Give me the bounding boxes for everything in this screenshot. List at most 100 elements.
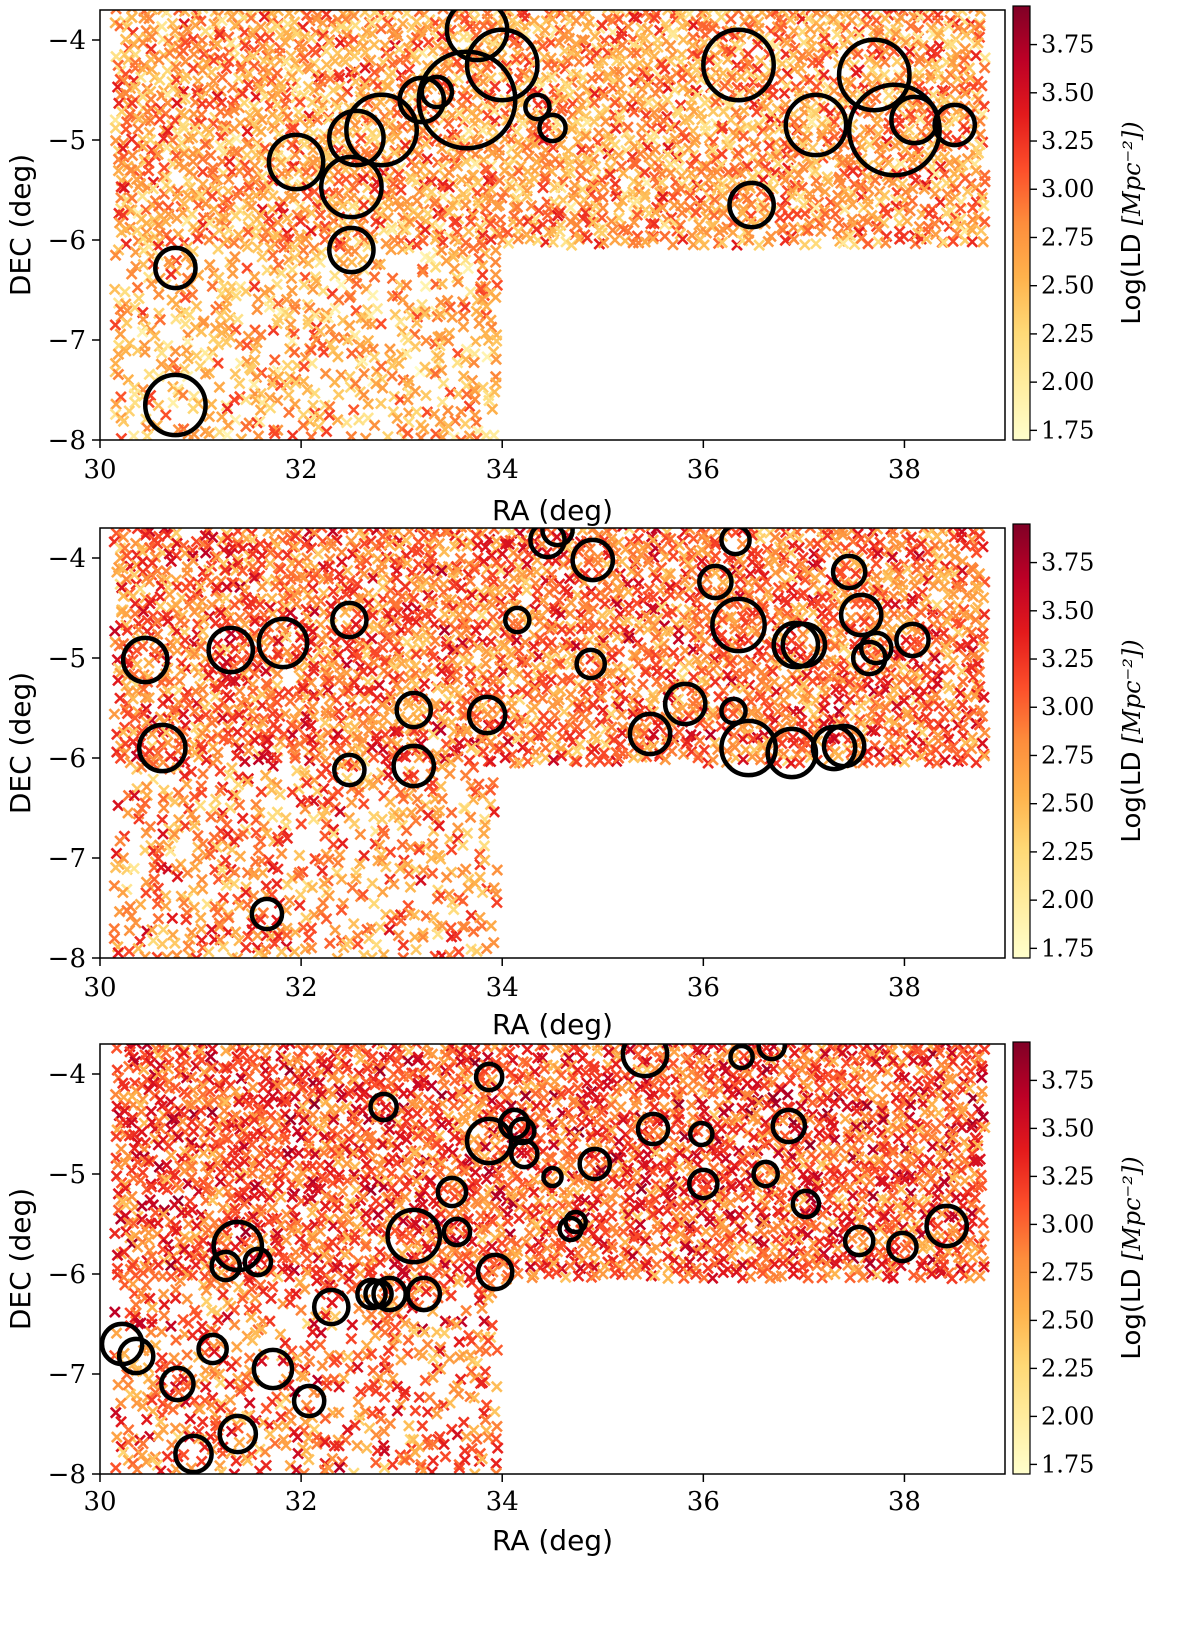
scatter-point [892,57,902,67]
scatter-point [333,352,343,362]
scatter-point [437,397,447,407]
scatter-point [603,3,613,13]
scatter-point [400,582,410,592]
scatter-point [224,156,234,166]
scatter-point [763,132,773,142]
scatter-point [421,336,431,346]
scatter-point [401,280,411,290]
scatter-point [779,88,789,98]
scatter-point [290,399,300,409]
scatter-point [181,583,191,593]
scatter-point [931,635,941,645]
y-tick-label: −6 [48,226,86,256]
y-tick-label: −8 [48,426,86,456]
scatter-point [368,290,378,300]
scatter-point [367,666,377,676]
scatter-point [412,196,422,206]
scatter-point [178,46,188,56]
scatter-point [478,270,488,280]
scatter-point [522,191,532,201]
scatter-point [337,557,347,567]
scatter-point [674,591,684,601]
scatter-point [242,126,252,136]
scatter-point [385,344,395,354]
scatter-point [571,16,581,26]
scatter-point [482,352,492,362]
y-tick-label: −7 [48,326,86,356]
scatter-point [890,600,900,610]
scatter-point [464,226,474,236]
scatter-point [287,286,297,296]
scatter-point [369,352,379,362]
scatter-point [419,424,429,434]
scatter-point [378,573,388,583]
scatter-point [594,128,604,138]
scatter-point [221,337,231,347]
scatter-point [200,26,210,36]
scatter-point [440,625,450,635]
scatter-point [345,321,355,331]
scatter-point [183,354,193,364]
scatter-point [923,13,933,23]
scatter-point [980,53,990,63]
scatter-point [256,405,266,415]
scatter-point [198,167,208,177]
scatter-point [111,123,121,133]
scatter-point [318,286,328,296]
scatter-point [663,149,673,159]
scatter-point [566,598,576,608]
scatter-point [394,44,404,54]
scatter-point [743,49,753,59]
scatter-point [236,434,246,444]
scatter-point [898,585,908,595]
scatter-point [904,125,914,135]
scatter-point [871,15,881,25]
scatter-point [114,98,124,108]
scatter-point [191,351,201,361]
colorbar-label: Log(LD [Mpc⁻²]) [1117,121,1147,324]
scatter-point [486,636,496,646]
scatter-point [728,227,738,237]
scatter-point [623,615,633,625]
scatter-point [180,74,190,84]
scatter-point [901,635,911,645]
scatter-point [637,123,647,133]
scatter-point [775,213,785,223]
scatter-point [439,378,449,388]
scatter-point [980,63,990,73]
scatter-point [979,593,989,603]
scatter-point [881,238,891,248]
scatter-point [119,416,129,426]
scatter-point [458,311,468,321]
scatter-point [110,320,120,330]
scatter-point [240,27,250,37]
scatter-point [230,600,240,610]
scatter-point [330,271,340,281]
scatter-point [708,106,718,116]
scatter-point [182,568,192,578]
scatter-point [188,157,198,167]
scatter-point [538,183,548,193]
scatter-point [206,399,216,409]
scatter-point [491,378,501,388]
scatter-point [653,42,663,52]
scatter-point [110,284,120,294]
scatter-point [967,237,977,247]
scatter-point [235,166,245,176]
scatter-point [179,110,189,120]
scatter-point [272,68,282,78]
scatter-point [808,143,818,153]
scatter-point [896,609,906,619]
scatter-point [398,295,408,305]
scatter-point [474,318,484,328]
scatter-point [458,322,468,332]
scatter-point [617,557,627,567]
scatter-point [121,34,131,44]
scatter-point [863,239,873,249]
scatter-point [288,431,298,441]
scatter-point [980,177,990,187]
scatter-point [456,583,466,593]
scatter-point [282,213,292,223]
scatter-point [610,140,620,150]
